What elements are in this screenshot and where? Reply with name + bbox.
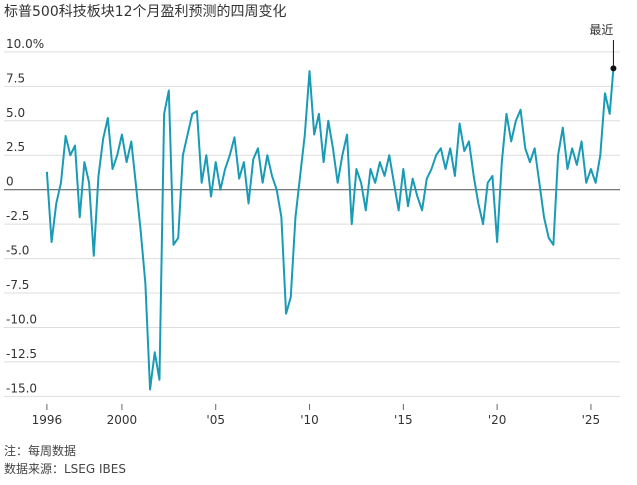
x-tick-label: '25 [582,413,601,427]
chart-title: 标普500科技板块12个月盈利预测的四周变化 [4,4,287,20]
x-tick-label: '15 [394,413,413,427]
x-tick-label: '05 [206,413,225,427]
y-tick-label: -5.0 [6,244,29,258]
y-tick-label: -2.5 [6,209,29,223]
x-tick-label: 1996 [32,413,63,427]
line [45,68,615,391]
y-tick-label: 2.5 [6,140,25,154]
latest-point [610,65,617,72]
annotation: 最近 [589,23,613,37]
y-tick-label: -15.0 [6,381,37,395]
y-tick-label: 10.0% [6,37,44,51]
x-tick-label: 2000 [107,413,138,427]
y-tick-label: -7.5 [6,278,29,292]
x-tick-label: '20 [488,413,507,427]
y-tick-label: 5.0 [6,106,25,120]
x-tick-label: '10 [300,413,319,427]
y-tick-label: -10.0 [6,312,37,326]
y-tick-label: -12.5 [6,347,37,361]
note: 注：每周数据 [4,443,76,458]
source: 数据来源：LSEG IBES [4,461,126,476]
y-tick-label: 7.5 [6,71,25,85]
y-tick-label: 0 [6,175,14,189]
